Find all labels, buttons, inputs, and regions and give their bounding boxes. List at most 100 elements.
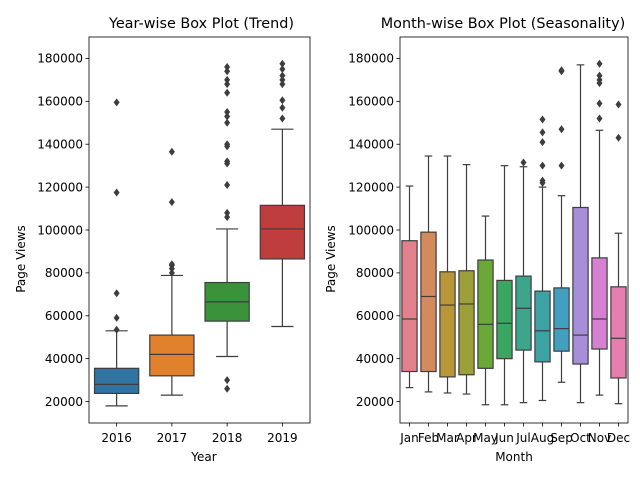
iqr-box xyxy=(477,259,494,369)
y-tick-label: 180000 xyxy=(348,52,394,66)
x-tick-label: Mar xyxy=(436,431,459,445)
iqr-box xyxy=(572,206,589,365)
chart-title: Month-wise Box Plot (Seasonality) xyxy=(381,16,625,32)
box-jun xyxy=(496,165,513,406)
iqr-box xyxy=(149,334,195,377)
outlier-point xyxy=(224,75,231,84)
box-nov xyxy=(591,59,608,396)
outlier-point xyxy=(279,65,286,74)
box-apr xyxy=(458,163,475,395)
chart-title: Year-wise Box Plot (Trend) xyxy=(108,16,294,32)
outlier-point xyxy=(168,260,175,269)
outlier-point xyxy=(113,289,120,298)
iqr-box xyxy=(534,290,551,363)
x-tick-label: Jun xyxy=(494,431,514,445)
y-axis-label: Page Views xyxy=(324,225,338,293)
iqr-box xyxy=(401,240,418,373)
outlier-point xyxy=(539,138,546,147)
outlier-point xyxy=(279,96,286,105)
x-tick-label: Jan xyxy=(399,431,419,445)
box-2018 xyxy=(204,63,250,393)
y-tick-label: 60000 xyxy=(45,309,83,323)
y-tick-label: 100000 xyxy=(37,223,83,237)
outlier-point xyxy=(224,157,231,166)
x-tick-label: May xyxy=(473,431,498,445)
outlier-point xyxy=(558,66,565,75)
y-tick-label: 180000 xyxy=(37,52,83,66)
outlier-point xyxy=(279,103,286,112)
outlier-point xyxy=(224,384,231,393)
outlier-point xyxy=(279,59,286,68)
x-tick-label: Aug xyxy=(531,431,554,445)
x-tick-label: 2016 xyxy=(101,431,132,445)
y-tick-label: 160000 xyxy=(348,95,394,109)
y-tick-label: 140000 xyxy=(348,138,394,152)
outlier-point xyxy=(596,114,603,123)
outlier-point xyxy=(539,161,546,170)
outlier-point xyxy=(224,213,231,222)
outlier-point xyxy=(596,71,603,80)
iqr-box xyxy=(93,367,140,395)
outlier-point xyxy=(596,59,603,68)
outlier-point xyxy=(113,313,120,322)
box-2019 xyxy=(259,59,306,328)
x-axis-label: Month xyxy=(495,450,533,464)
outlier-point xyxy=(279,75,286,84)
outlier-point xyxy=(279,114,286,123)
iqr-box xyxy=(420,231,437,373)
outlier-point xyxy=(224,63,231,72)
outlier-point xyxy=(224,376,231,385)
x-tick-label: 2018 xyxy=(212,431,243,445)
box-2017 xyxy=(149,147,195,396)
year-wise-box-plot: Year-wise Box Plot (Trend) Year Page Vie… xyxy=(14,16,311,464)
outlier-point xyxy=(168,198,175,207)
box-2016 xyxy=(93,98,140,407)
box-may xyxy=(477,215,494,406)
outlier-point xyxy=(224,88,231,97)
plot-area: 20000 40000 60000 80000 100000 120000 140000 16… xyxy=(37,36,311,445)
box-aug xyxy=(534,115,551,402)
outlier-point xyxy=(224,108,231,117)
x-tick-label: Dec xyxy=(607,431,630,445)
x-tick-label: Jul xyxy=(515,431,530,445)
box-sep xyxy=(553,66,570,383)
outlier-point xyxy=(168,268,175,277)
y-tick-label: 80000 xyxy=(45,266,83,280)
outlier-point xyxy=(539,176,546,185)
axes-frame xyxy=(88,36,311,424)
outlier-point xyxy=(279,71,286,80)
outlier-point xyxy=(113,98,120,107)
y-tick-label: 120000 xyxy=(37,180,83,194)
y-tick-label: 160000 xyxy=(37,95,83,109)
y-tick-label: 60000 xyxy=(356,309,394,323)
outlier-point xyxy=(596,99,603,108)
iqr-box xyxy=(553,287,570,352)
box-jul xyxy=(515,158,532,404)
y-tick-label: 20000 xyxy=(45,395,83,409)
outlier-point xyxy=(224,208,231,217)
y-tick-label: 20000 xyxy=(356,395,394,409)
y-tick-label: 140000 xyxy=(37,138,83,152)
outlier-point xyxy=(539,128,546,137)
x-tick-label: Nov xyxy=(588,431,611,445)
iqr-box xyxy=(259,204,306,260)
box-dec xyxy=(610,100,627,405)
iqr-box xyxy=(591,257,608,350)
outlier-point xyxy=(539,115,546,124)
outlier-point xyxy=(168,147,175,156)
outlier-point xyxy=(224,80,231,89)
x-tick-label: 2017 xyxy=(157,431,188,445)
outlier-point xyxy=(520,158,527,167)
outlier-point xyxy=(224,140,231,149)
y-tick-label: 100000 xyxy=(348,223,394,237)
iqr-box xyxy=(515,275,532,351)
outlier-point xyxy=(224,112,231,121)
x-tick-label: 2019 xyxy=(267,431,298,445)
outlier-point xyxy=(224,118,231,127)
box-feb xyxy=(420,155,437,393)
outlier-point xyxy=(615,100,622,109)
x-tick-label: Oct xyxy=(570,431,591,445)
iqr-box xyxy=(439,271,456,378)
